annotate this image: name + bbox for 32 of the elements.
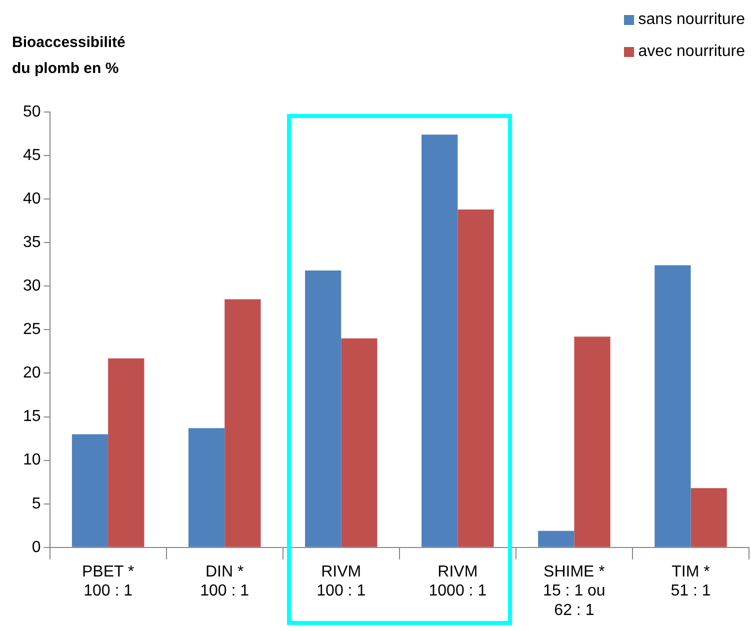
y-tick-label: 50 [23, 103, 41, 120]
x-tick-label: RIVM 1000 : 1 [428, 563, 487, 600]
bar [341, 338, 378, 547]
y-tick-label: 25 [23, 321, 41, 338]
bar [108, 358, 144, 547]
bar [422, 134, 458, 547]
bar [538, 530, 574, 547]
y-tick-label: 45 [23, 146, 41, 164]
y-tick-label: 0 [32, 538, 41, 556]
bar [574, 336, 610, 547]
y-tick-label: 10 [23, 452, 41, 469]
x-tick-label: SHIME * 15 : 1 ou 62 : 1 [543, 563, 606, 619]
legend-label: sans nourriture [638, 11, 745, 29]
x-tick-label: PBET * 100 : 1 [82, 563, 134, 600]
bar [305, 270, 342, 547]
y-tick-label: 20 [23, 364, 41, 382]
bar [188, 428, 225, 547]
x-tick-label: RIVM 100 : 1 [316, 563, 366, 600]
y-tick-label: 5 [32, 495, 41, 512]
bar [72, 434, 108, 547]
y-tick-label: 15 [23, 408, 41, 426]
y-tick-label: 40 [23, 190, 41, 208]
bar [458, 210, 494, 547]
bar [224, 299, 261, 547]
x-tick-label: TIM * 51 : 1 [670, 563, 711, 600]
y-tick-label: 30 [23, 278, 41, 295]
legend-label: avec nourriture [638, 43, 745, 61]
y-axis-title: Bioaccessibilité du plomb en % [12, 33, 126, 79]
bar [690, 488, 727, 547]
bar [654, 265, 691, 547]
x-tick-label: DIN * 100 : 1 [200, 563, 250, 600]
y-tick-label: 35 [23, 234, 41, 252]
